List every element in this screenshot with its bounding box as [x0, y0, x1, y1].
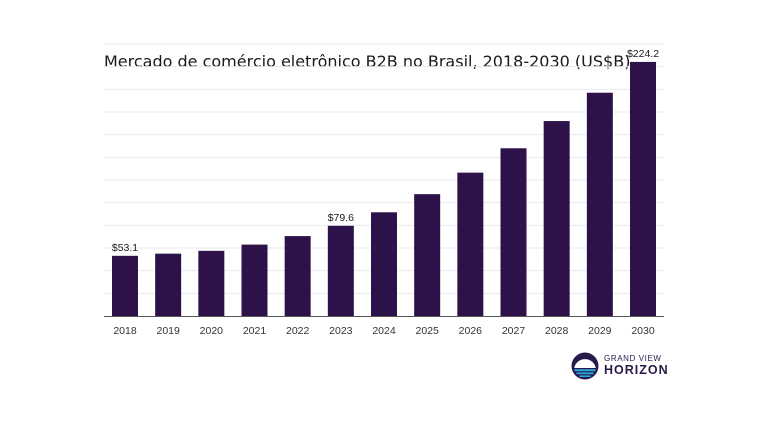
- x-tick-label: 2025: [415, 325, 439, 337]
- x-tick-label: 2022: [286, 325, 310, 337]
- logo: GRAND VIEW HORIZON: [571, 352, 671, 380]
- bar-2025: [414, 194, 441, 316]
- x-tick-label: 2030: [631, 325, 655, 337]
- x-tick-label: 2021: [243, 325, 267, 337]
- bar-2020: [198, 250, 225, 316]
- bar-2028: [543, 121, 570, 316]
- x-tick-label: 2024: [372, 325, 396, 337]
- x-tick-label: 2026: [459, 325, 483, 337]
- bar-2029: [586, 92, 613, 316]
- bars: [112, 61, 656, 317]
- logo-text-top: GRAND VIEW: [604, 354, 662, 363]
- bar-2022: [284, 236, 311, 316]
- x-tick-label: 2027: [502, 325, 526, 337]
- x-tick-label: 2029: [588, 325, 612, 337]
- x-tick-label: 2019: [156, 325, 180, 337]
- data-label: $224.2: [627, 48, 659, 60]
- bar-2021: [241, 244, 268, 316]
- x-tick-label: 2028: [545, 325, 569, 337]
- data-label: $79.6: [328, 212, 354, 224]
- bar-2027: [500, 148, 527, 316]
- bar-2024: [371, 212, 397, 316]
- bar-2023: [327, 225, 354, 316]
- bar-2018: [112, 255, 138, 316]
- sunrise-icon: [571, 352, 599, 380]
- bar-2019: [155, 253, 182, 316]
- x-tick-label: 2020: [200, 325, 224, 337]
- logo-text-bottom: HORIZON: [604, 363, 669, 377]
- bar-2026: [457, 172, 484, 316]
- data-label: $53.1: [112, 242, 138, 254]
- x-tick-label: 2018: [113, 325, 137, 337]
- bar-2030: [630, 61, 656, 317]
- x-tick-label: 2023: [329, 325, 353, 337]
- x-axis-ticks: 2018 2019 2020 2021 2022 2023 2024 2025 2026 2027…: [113, 325, 655, 337]
- data-labels: $53.1 $79.6 $224.2: [112, 48, 659, 254]
